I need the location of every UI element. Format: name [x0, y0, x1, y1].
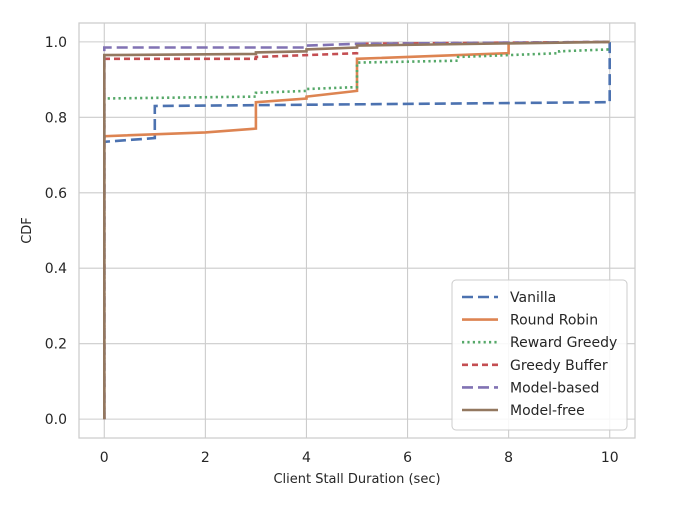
tick-labels: 0 2 4 6 8 10 0.0 0.2 0.4 0.6 0.8 1.0	[45, 35, 619, 466]
x-tick-label: 6	[403, 450, 412, 466]
plot-frame	[78, 22, 636, 439]
x-tick-label: 2	[201, 450, 210, 466]
y-tick-label: 0.4	[45, 261, 67, 277]
legend-label: Model-free	[510, 403, 585, 419]
y-tick-label: 0.0	[45, 412, 67, 428]
y-tick-label: 0.8	[45, 110, 67, 126]
legend: Vanilla Round Robin Reward Greedy Greedy Bu…	[451, 279, 628, 431]
legend-box	[451, 279, 628, 431]
x-tick-label: 8	[504, 450, 513, 466]
y-tick-label: 0.6	[45, 186, 67, 202]
y-tick-label: 1.0	[45, 35, 67, 51]
x-axis-label: Client Stall Duration (sec)	[273, 472, 440, 487]
legend-label: Vanilla	[510, 290, 556, 306]
y-tick-label: 0.2	[45, 337, 67, 353]
legend-label: Round Robin	[510, 313, 598, 329]
y-axis-label: CDF	[20, 217, 35, 244]
series-line-reward-greedy	[103, 48, 610, 420]
legend-label: Reward Greedy	[510, 335, 617, 351]
series-line-round-robin	[103, 41, 510, 420]
legend-label: Greedy Buffer	[510, 358, 608, 374]
series-lines	[103, 40, 611, 420]
x-tick-label: 10	[601, 450, 619, 466]
x-tick-label: 0	[100, 450, 109, 466]
x-tick-label: 4	[302, 450, 311, 466]
series-line-model-free	[103, 40, 610, 420]
legend-label: Model-based	[510, 380, 599, 396]
